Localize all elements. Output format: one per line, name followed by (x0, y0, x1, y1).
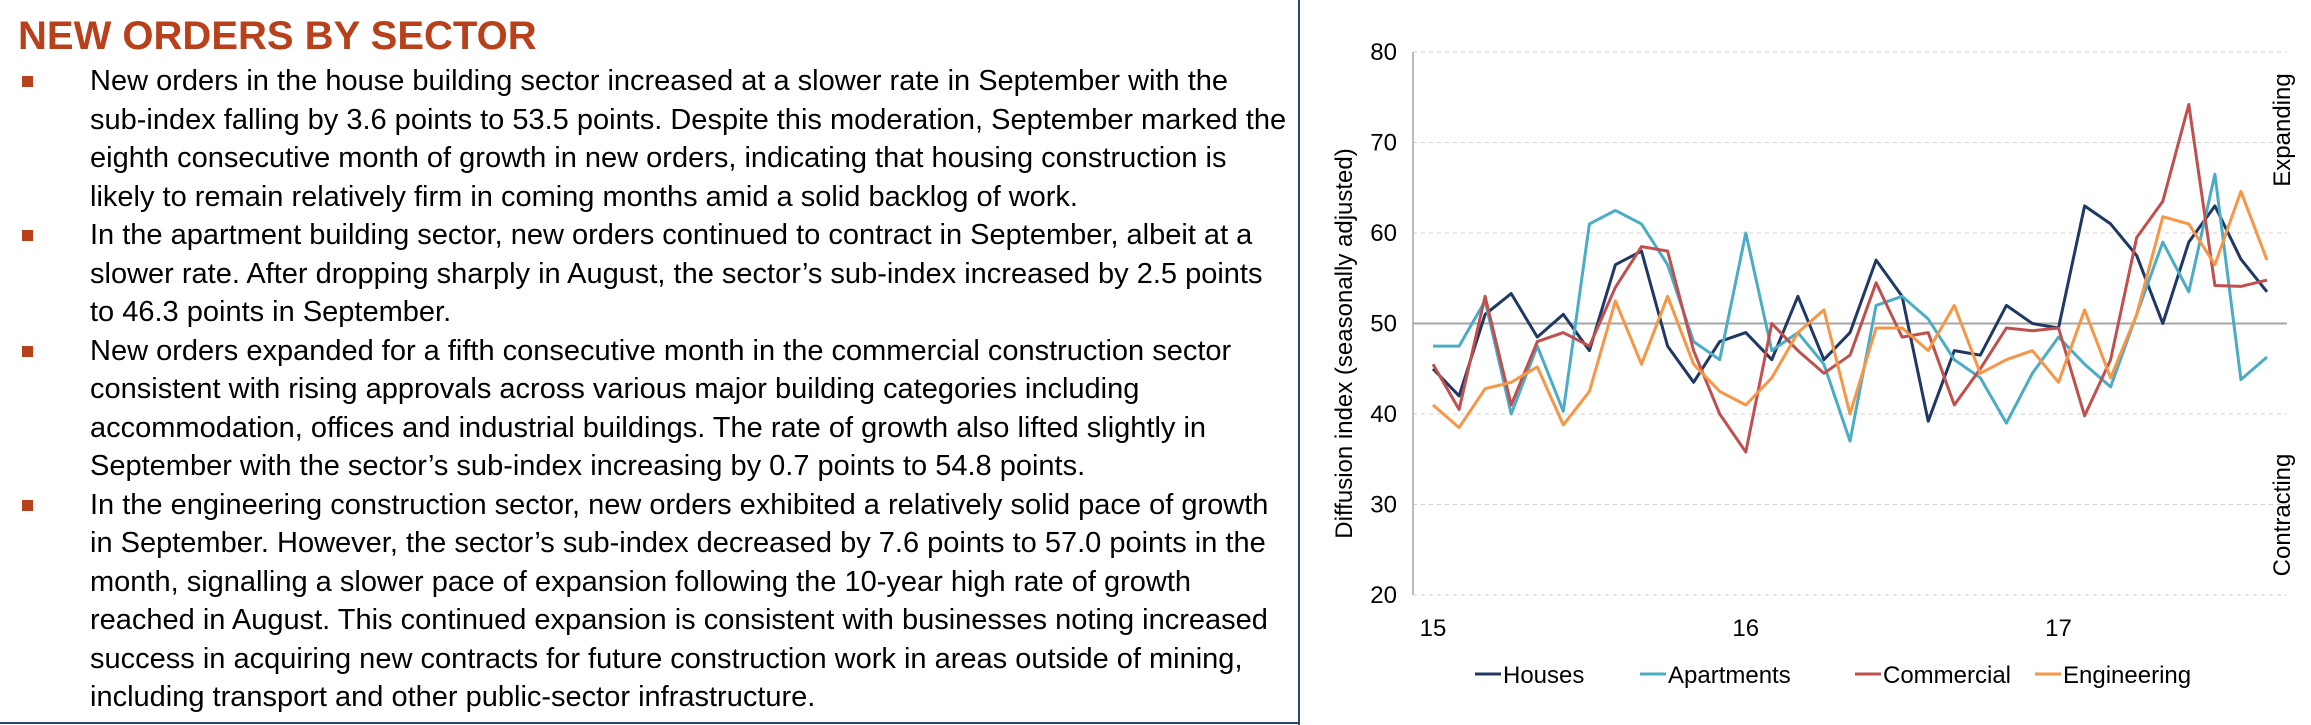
y-axis-label: Diffusion index (seasonally adjusted) (1331, 148, 1358, 538)
bullet-list: New orders in the house building sector … (0, 62, 1290, 717)
square-bullet-icon (22, 76, 33, 87)
bullet-text: New orders expanded for a fifth consecut… (90, 334, 1232, 483)
legend-label: Commercial (1883, 662, 2011, 689)
bullet-item: New orders in the house building sector … (0, 62, 1290, 216)
series-line-engineering (1432, 189, 2269, 430)
square-bullet-icon (22, 230, 33, 241)
axes: 20 30 40 50 60 70 80 15 16 17 Diffusion index (sea… (1331, 39, 2296, 642)
section-title: NEW ORDERS BY SECTOR (18, 14, 537, 58)
bullet-text: In the apartment building sector, new or… (90, 219, 1263, 328)
x-tick-label: 16 (1732, 615, 1759, 642)
bullet-item: In the engineering construction sector, … (0, 486, 1290, 717)
x-tick-label: 15 (1420, 615, 1447, 642)
legend-label: Houses (1503, 662, 1584, 689)
y-tick-label: 30 (1370, 492, 1397, 519)
y-tick-label: 70 (1370, 130, 1397, 157)
bullet-item: In the apartment building sector, new or… (0, 216, 1290, 332)
new-orders-line-chart: 20 30 40 50 60 70 80 15 16 17 Diffusion index (sea… (1331, 39, 2296, 689)
square-bullet-icon (22, 499, 33, 511)
bullet-text: New orders in the house building sector … (90, 65, 1287, 213)
y-tick-label: 80 (1370, 39, 1397, 66)
series-line-commercial (1431, 103, 2268, 454)
column-divider (1298, 0, 1300, 725)
contracting-annotation: Contracting (2269, 454, 2296, 577)
expanding-annotation: Expanding (2269, 73, 2296, 186)
legend-label: Apartments (1668, 662, 1791, 689)
bottom-rule (0, 722, 1298, 724)
bullet-item: New orders expanded for a fifth consecut… (0, 332, 1290, 486)
bullet-text: In the engineering construction sector, … (90, 488, 1269, 714)
y-tick-label: 60 (1370, 220, 1397, 247)
series-line-houses (1431, 204, 2269, 423)
series-lines (1431, 103, 2269, 454)
square-bullet-icon (22, 345, 33, 357)
series-line-apartments (1433, 172, 2268, 443)
x-tick-label: 17 (2045, 615, 2072, 642)
y-tick-label: 20 (1370, 582, 1397, 609)
y-tick-label: 50 (1370, 311, 1397, 338)
text-panel: NEW ORDERS BY SECTOR New orders in the h… (0, 14, 1298, 724)
y-tick-label: 40 (1370, 401, 1397, 428)
legend-label: Engineering (2063, 662, 2191, 689)
legend: Houses Apartments Commercial Engineering (1475, 662, 2191, 689)
gridlines (1413, 51, 2287, 596)
